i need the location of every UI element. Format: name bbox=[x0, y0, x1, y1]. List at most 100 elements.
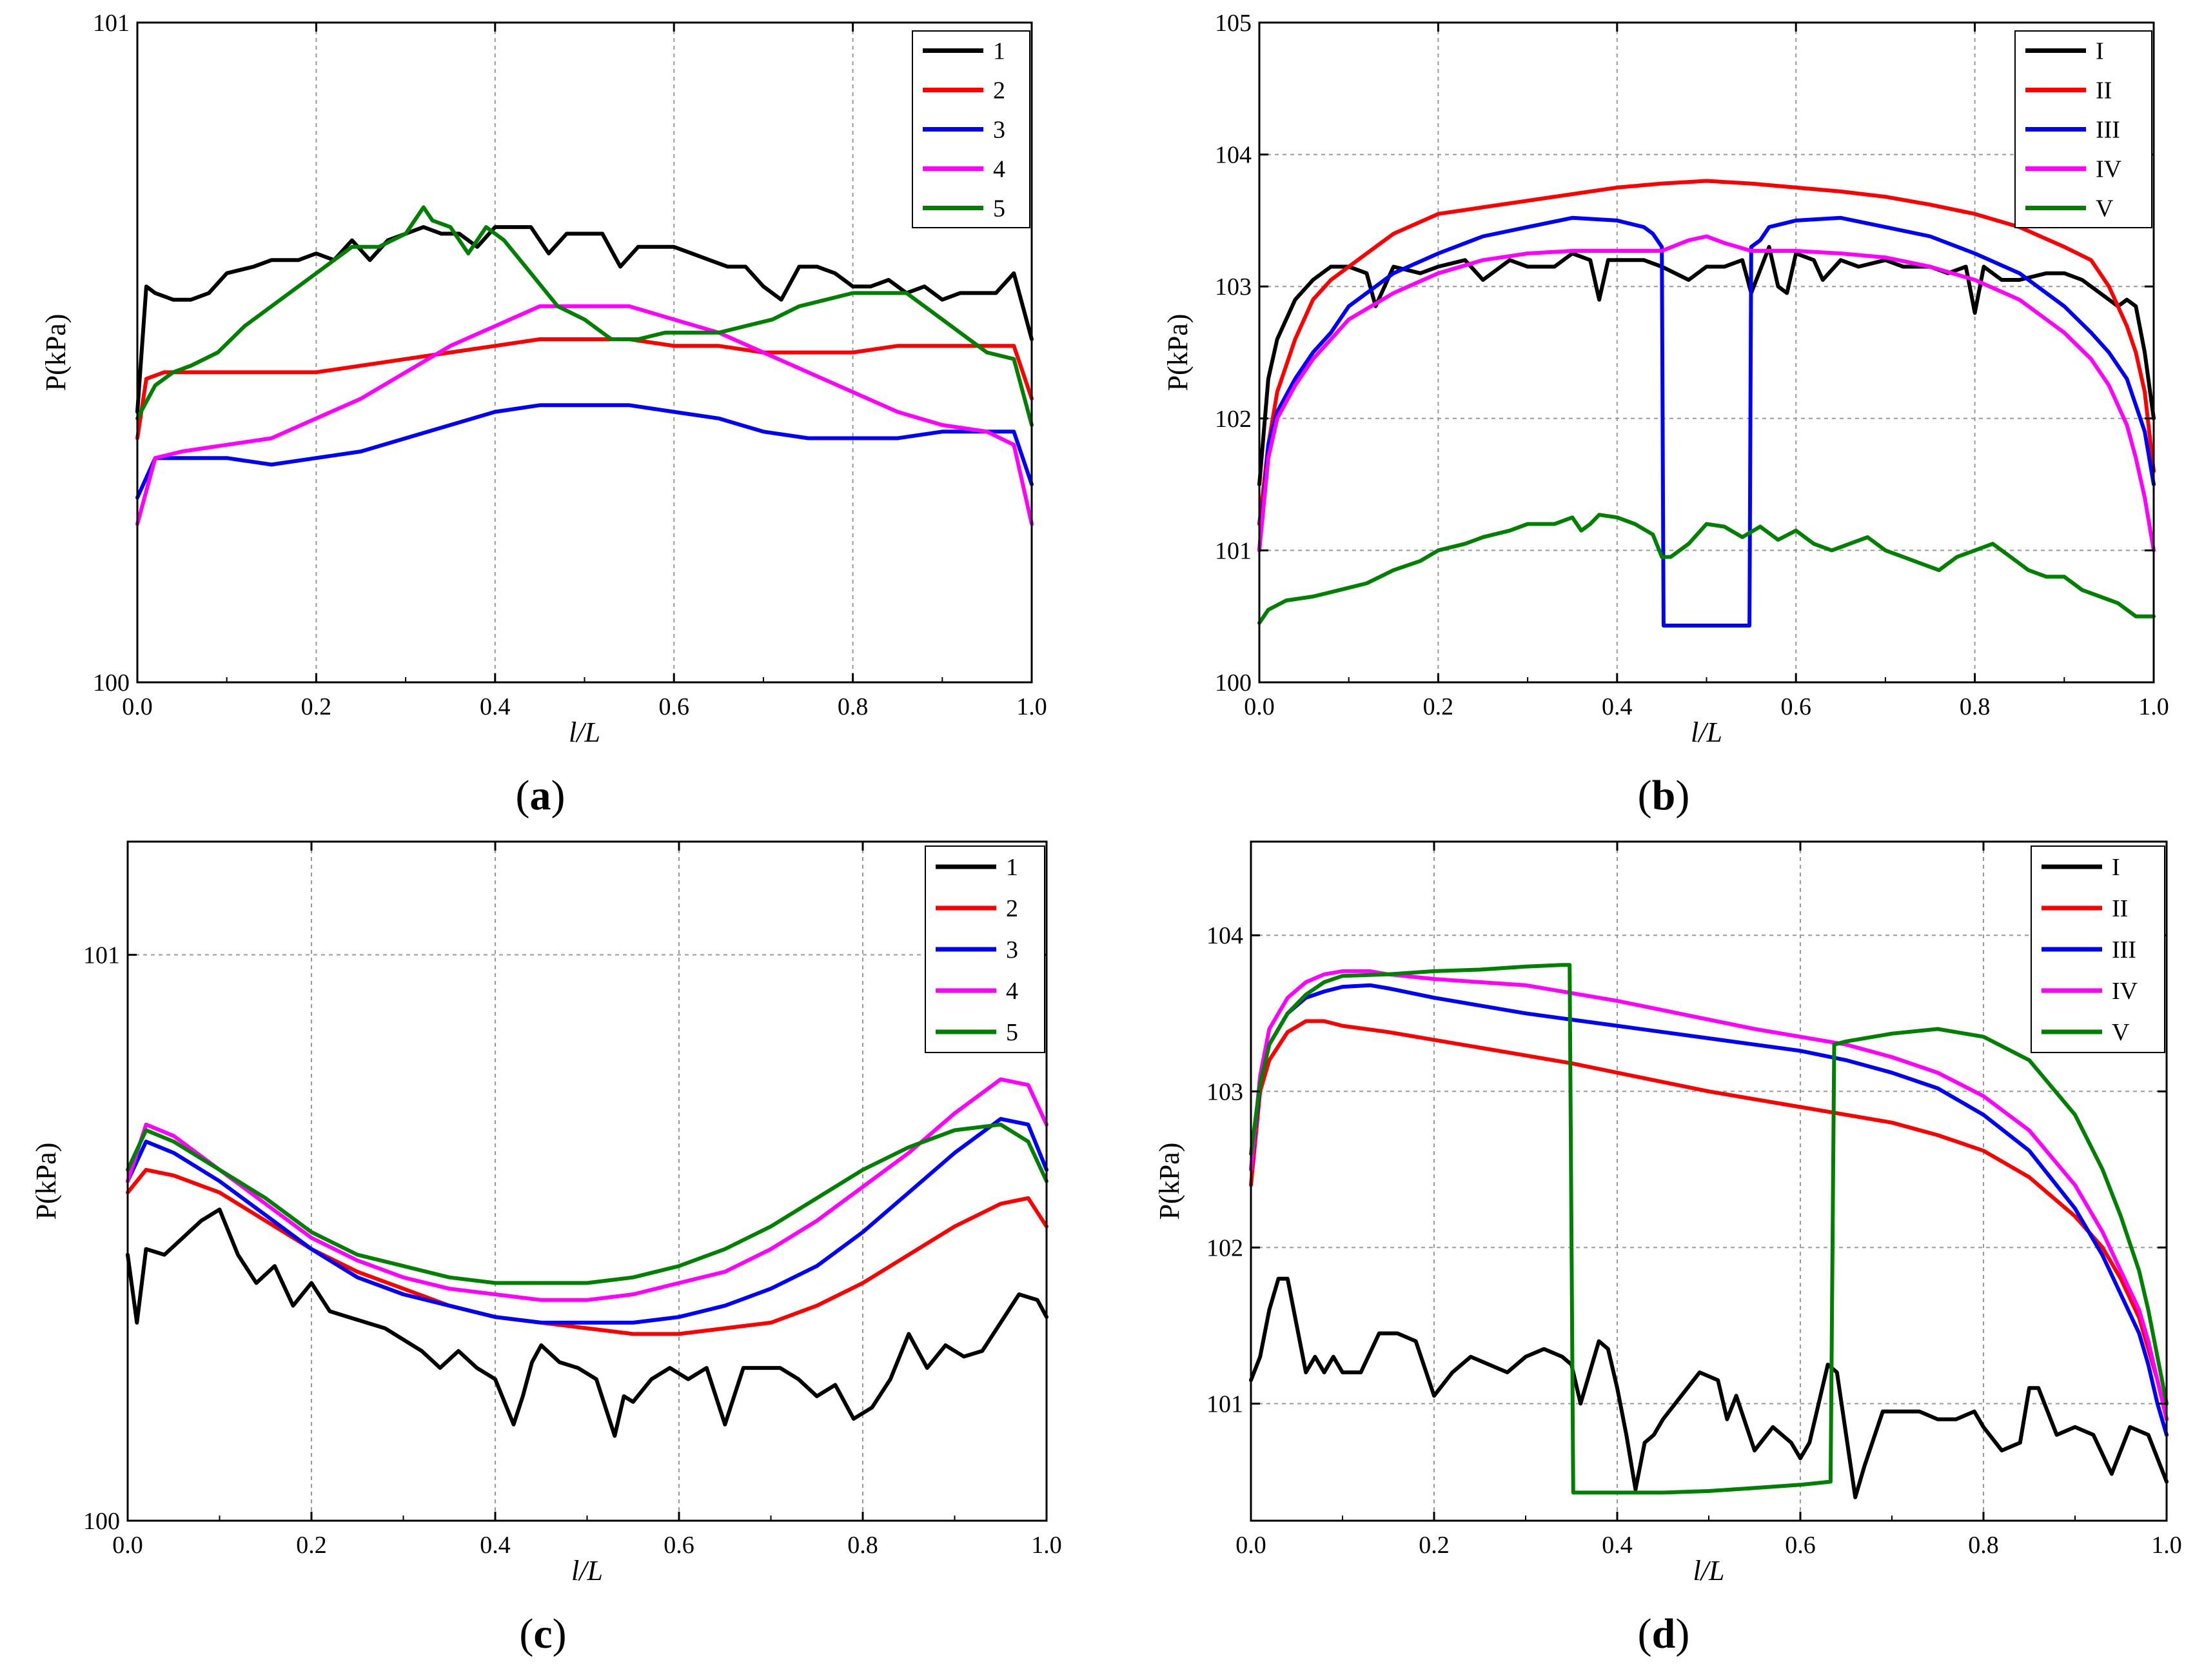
panel-caption: (d) bbox=[1638, 1610, 1690, 1657]
x-tick-label: 1.0 bbox=[2138, 693, 2169, 720]
series-line-2 bbox=[126, 1167, 1048, 1336]
series-line-4 bbox=[135, 304, 1034, 526]
y-tick-label: 102 bbox=[1215, 406, 1252, 433]
series-group bbox=[1249, 963, 2169, 1499]
legend-label-II: II bbox=[2112, 895, 2128, 922]
legend-label-1: 1 bbox=[993, 38, 1005, 65]
y-tick-label: 100 bbox=[83, 1508, 120, 1535]
y-tick-label: 100 bbox=[1215, 669, 1252, 697]
y-tick-label: 104 bbox=[1215, 142, 1252, 169]
legend-label-IV: IV bbox=[2112, 978, 2138, 1005]
legend-label-I: I bbox=[2112, 854, 2120, 881]
gridlines bbox=[315, 23, 854, 682]
chart-panel-c: 0.0 0.2 0.4 0.6 0.8 1.0 100 101 l/L P(kPa) 1 2 3 4 5 (c… bbox=[30, 840, 1062, 1657]
gridlines bbox=[1251, 842, 2167, 1521]
x-tick-label: 0.6 bbox=[1780, 693, 1811, 720]
legend-label-5: 5 bbox=[993, 195, 1005, 222]
gridlines bbox=[128, 842, 1047, 1521]
chart-panel-b: 0.0 0.2 0.4 0.6 0.8 1.0 100 101 102 103 104 105 l/L P… bbox=[1162, 10, 2169, 819]
series-line-5 bbox=[135, 205, 1034, 427]
chart-panel-a: 0.0 0.2 0.4 0.6 0.8 1.0 100 101 l/L P(kPa) 1 2 3 4 5 (a… bbox=[40, 10, 1047, 819]
y-tick-label: 103 bbox=[1206, 1078, 1243, 1105]
x-axis-label: l/L bbox=[569, 716, 600, 748]
x-tick-label: 0.2 bbox=[1419, 1532, 1450, 1559]
series-group bbox=[1257, 179, 2156, 628]
x-tick-label: 0.6 bbox=[658, 693, 689, 720]
x-tick-label: 1.0 bbox=[2151, 1532, 2182, 1559]
series-line-3 bbox=[126, 1117, 1048, 1325]
series-line-III bbox=[1257, 215, 2156, 628]
x-tick-label: 0.4 bbox=[480, 693, 511, 720]
x-tick-label: 0.0 bbox=[1235, 1532, 1266, 1559]
series-line-4 bbox=[126, 1077, 1048, 1302]
legend: 1 2 3 4 5 bbox=[925, 845, 1045, 1053]
series-line-I bbox=[1249, 1276, 2169, 1499]
legend-label-I: I bbox=[2096, 38, 2104, 65]
y-tick-label: 101 bbox=[1206, 1390, 1243, 1418]
legend-label-1: 1 bbox=[1006, 854, 1018, 881]
x-axis-label: l/L bbox=[571, 1555, 603, 1586]
series-line-IV bbox=[1249, 969, 2169, 1421]
series-line-3 bbox=[135, 403, 1034, 500]
y-tick-label: 101 bbox=[83, 942, 120, 969]
legend-label-5: 5 bbox=[1006, 1019, 1018, 1046]
x-tick-label: 0.4 bbox=[480, 1532, 511, 1559]
x-tick-label: 1.0 bbox=[1016, 693, 1047, 720]
series-line-III bbox=[1249, 983, 2169, 1437]
series-line-1 bbox=[126, 1207, 1048, 1438]
y-tick-label: 104 bbox=[1206, 922, 1243, 949]
series-line-V bbox=[1257, 513, 2156, 625]
series-line-II bbox=[1257, 179, 2156, 526]
legend-label-V: V bbox=[2112, 1019, 2130, 1046]
legend-label-3: 3 bbox=[993, 117, 1005, 144]
series-line-I bbox=[1257, 244, 2156, 487]
series-line-IV bbox=[1257, 234, 2156, 553]
y-tick-label: 102 bbox=[1206, 1234, 1243, 1261]
x-tick-label: 0.0 bbox=[1244, 693, 1275, 720]
plot-frame bbox=[126, 840, 1048, 1522]
x-tick-label: 0.6 bbox=[1785, 1532, 1816, 1559]
series-line-V bbox=[1249, 963, 2169, 1495]
y-tick-label: 101 bbox=[1215, 537, 1252, 564]
x-tick-label: 0.0 bbox=[122, 693, 153, 720]
y-tick-label: 105 bbox=[1215, 10, 1252, 37]
x-tick-label: 0.4 bbox=[1602, 1532, 1633, 1559]
y-tick-label: 100 bbox=[93, 669, 130, 697]
y-axis-label: P(kPa) bbox=[40, 314, 72, 391]
legend-label-4: 4 bbox=[993, 156, 1005, 183]
series-line-5 bbox=[126, 1122, 1048, 1285]
series-group bbox=[135, 205, 1034, 526]
x-axis-label: l/L bbox=[1693, 1555, 1725, 1586]
series-group bbox=[126, 1077, 1048, 1438]
plot-frame bbox=[136, 21, 1033, 684]
x-tick-label: 0.6 bbox=[664, 1532, 694, 1559]
y-tick-label: 101 bbox=[93, 10, 130, 37]
x-tick-label: 0.8 bbox=[1968, 1532, 1999, 1559]
legend-label-2: 2 bbox=[1006, 895, 1018, 922]
legend-label-2: 2 bbox=[993, 77, 1005, 104]
legend-label-3: 3 bbox=[1006, 936, 1018, 964]
x-tick-label: 0.0 bbox=[112, 1532, 143, 1559]
panel-caption: (b) bbox=[1638, 772, 1690, 819]
legend-label-III: III bbox=[2112, 936, 2136, 964]
legend-label-IV: IV bbox=[2096, 156, 2122, 183]
panel-caption: (a) bbox=[516, 772, 566, 819]
legend-label-4: 4 bbox=[1006, 978, 1018, 1005]
x-tick-label: 0.8 bbox=[838, 693, 869, 720]
y-axis-label: P(kPa) bbox=[30, 1143, 62, 1220]
plot-frame bbox=[1250, 840, 2168, 1522]
y-axis-label: P(kPa) bbox=[1162, 314, 1194, 391]
legend: 1 2 3 4 5 bbox=[912, 30, 1030, 228]
series-line-1 bbox=[135, 225, 1034, 414]
legend-label-II: II bbox=[2096, 77, 2112, 104]
y-axis-label: P(kPa) bbox=[1154, 1143, 1185, 1220]
x-axis-label: l/L bbox=[1691, 716, 1722, 748]
y-tick-label: 103 bbox=[1215, 273, 1252, 301]
legend-label-III: III bbox=[2096, 117, 2120, 144]
x-tick-label: 0.2 bbox=[296, 1532, 327, 1559]
series-line-2 bbox=[135, 337, 1034, 440]
x-tick-label: 0.4 bbox=[1602, 693, 1633, 720]
